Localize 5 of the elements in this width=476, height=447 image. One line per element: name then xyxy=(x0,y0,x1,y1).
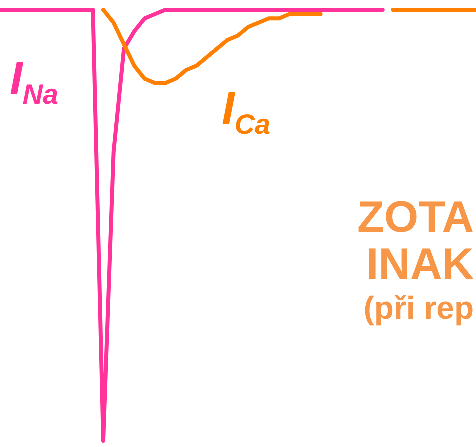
annotation: INAK xyxy=(366,240,474,289)
series-label: I$_{Na}$ xyxy=(10,52,59,110)
series-label: I$_{Ca}$ xyxy=(222,82,271,140)
annotation: ZOTA xyxy=(358,193,474,242)
annotation: (při rep xyxy=(364,290,474,326)
